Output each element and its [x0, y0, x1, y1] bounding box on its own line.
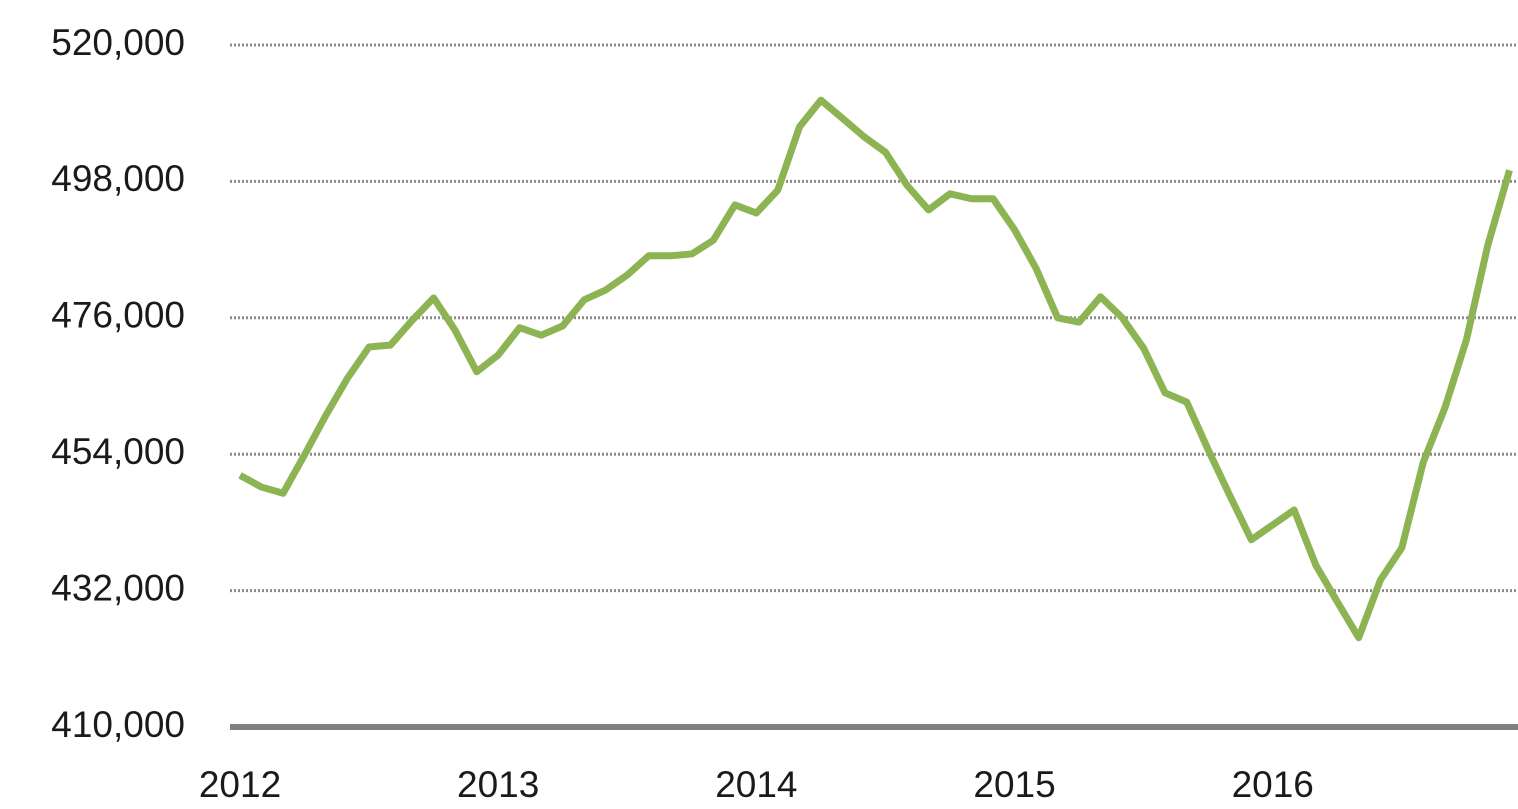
y-tick-label: 498,000: [51, 158, 185, 199]
x-tick-label: 2013: [457, 764, 539, 805]
x-tick-label: 2015: [973, 764, 1055, 805]
y-tick-label: 520,000: [51, 22, 185, 63]
y-tick-label: 410,000: [51, 704, 185, 745]
y-tick-label: 432,000: [51, 567, 185, 608]
x-tick-label: 2012: [199, 764, 281, 805]
data-line: [238, 96, 1513, 642]
x-tick-label: 2016: [1232, 764, 1314, 805]
y-tick-label: 476,000: [51, 295, 185, 336]
y-tick-label: 454,000: [51, 431, 185, 472]
x-tick-label: 2014: [715, 764, 797, 805]
